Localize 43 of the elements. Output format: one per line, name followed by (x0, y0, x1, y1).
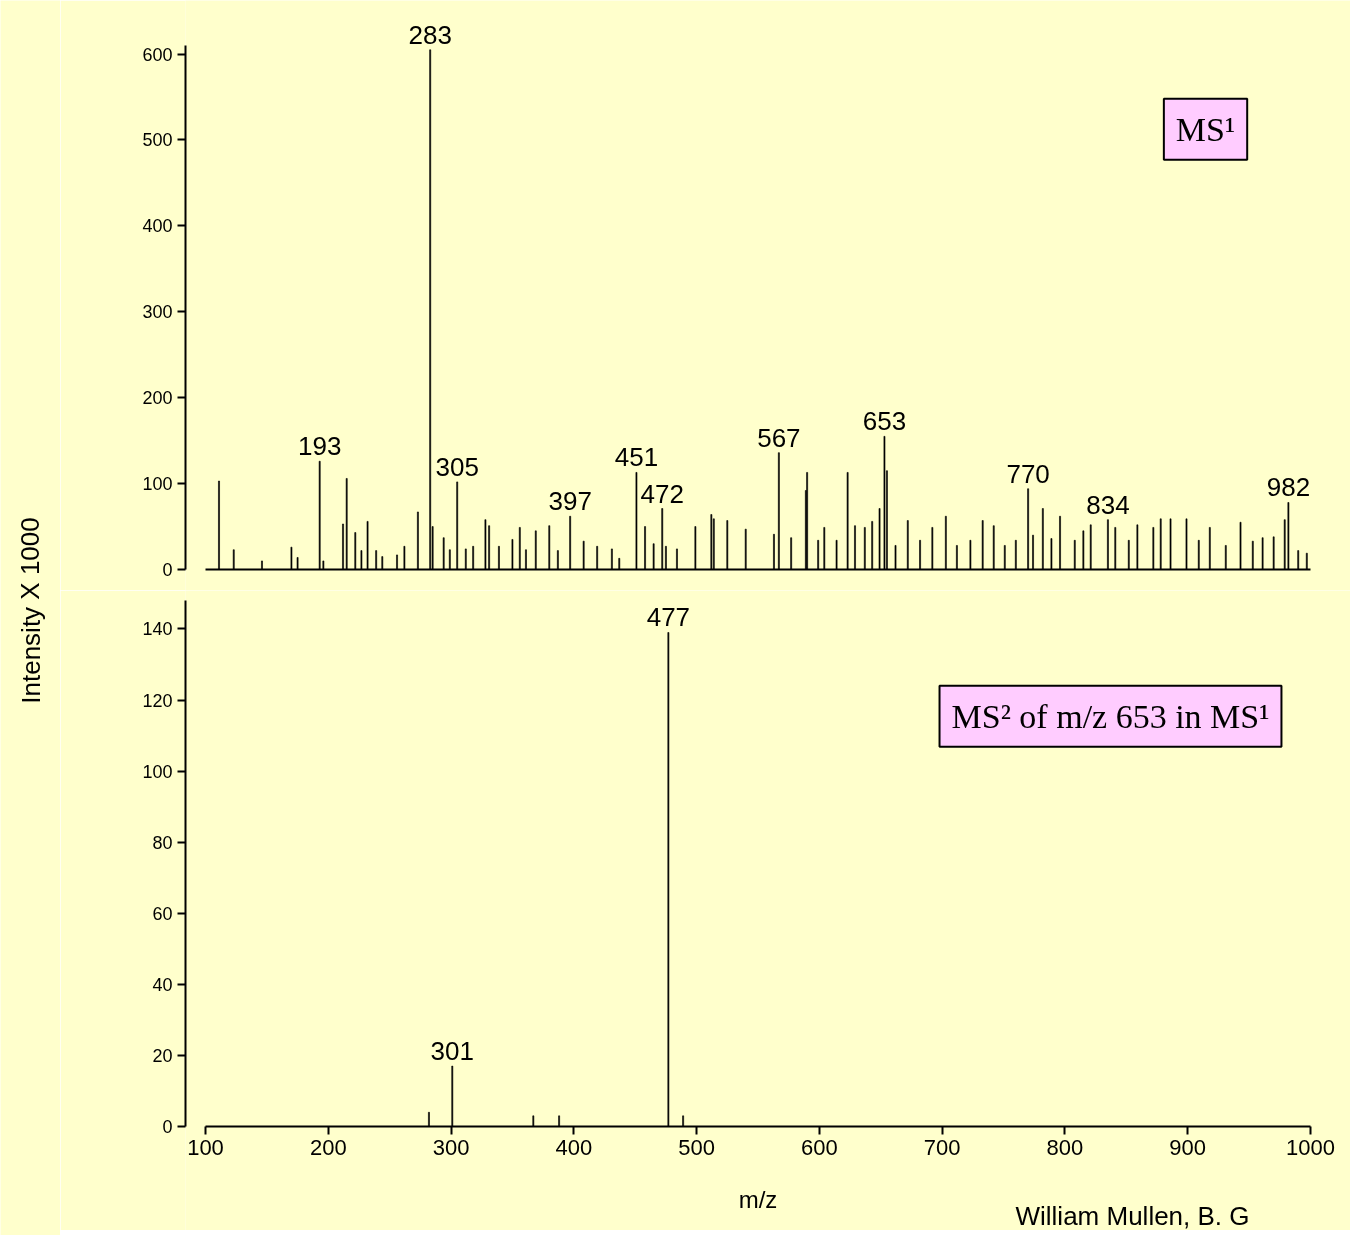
annotation: 193 (297, 431, 342, 462)
annotation: MS² of m/z 653 in MS¹ (951, 697, 1270, 735)
annotation: 451 (614, 442, 659, 473)
y-tick-label: 300 (142, 302, 173, 323)
y-tick-label: 600 (142, 44, 173, 65)
annotation: 283 (408, 19, 452, 50)
annotation: 305 (435, 451, 479, 482)
x-tick-label: 900 (1169, 1134, 1207, 1160)
y-tick-label: 500 (142, 130, 173, 151)
x-tick-label: 800 (1046, 1134, 1084, 1160)
y-tick-label: 120 (142, 690, 173, 711)
annotation: MS¹ (1175, 110, 1236, 148)
y-tick-label: 80 (152, 832, 173, 853)
y-tick-label: 400 (142, 216, 173, 237)
y-tick-label: 60 (152, 903, 173, 924)
y-tick-label: 0 (162, 1117, 173, 1137)
annotation: 567 (757, 422, 801, 453)
annotation: 982 (1266, 472, 1311, 503)
text: William Mullen, B. G (1015, 1200, 1250, 1231)
y-tick-label: 40 (152, 974, 173, 995)
annotation: 477 (646, 602, 691, 633)
annotation: 397 (548, 486, 592, 517)
x-tick-label: 600 (801, 1134, 838, 1160)
x-tick-label: 700 (923, 1134, 961, 1160)
x-axis-title: m/z (738, 1185, 778, 1213)
y-tick-label: 100 (142, 761, 173, 782)
y-tick-label: 140 (142, 619, 173, 640)
annotation: 834 (1086, 489, 1130, 520)
x-tick-label: 100 (187, 1134, 224, 1160)
y-tick-label: 20 (152, 1045, 173, 1066)
annotation: 653 (862, 406, 907, 437)
x-tick-label: 200 (309, 1134, 347, 1160)
annotation: 301 (430, 1036, 474, 1067)
x-tick-label: 1000 (1286, 1134, 1335, 1160)
y-tick-label: 0 (162, 560, 173, 580)
annotation: 472 (640, 478, 684, 509)
y-tick-label: 100 (142, 474, 173, 495)
x-tick-label: 300 (432, 1134, 470, 1160)
annotation: 770 (1006, 458, 1050, 489)
y-tick-label: 200 (142, 388, 173, 409)
x-tick-label: 500 (678, 1134, 715, 1160)
x-tick-label: 400 (555, 1134, 593, 1160)
y-axis-title: Intensity X 1000 (15, 517, 46, 704)
